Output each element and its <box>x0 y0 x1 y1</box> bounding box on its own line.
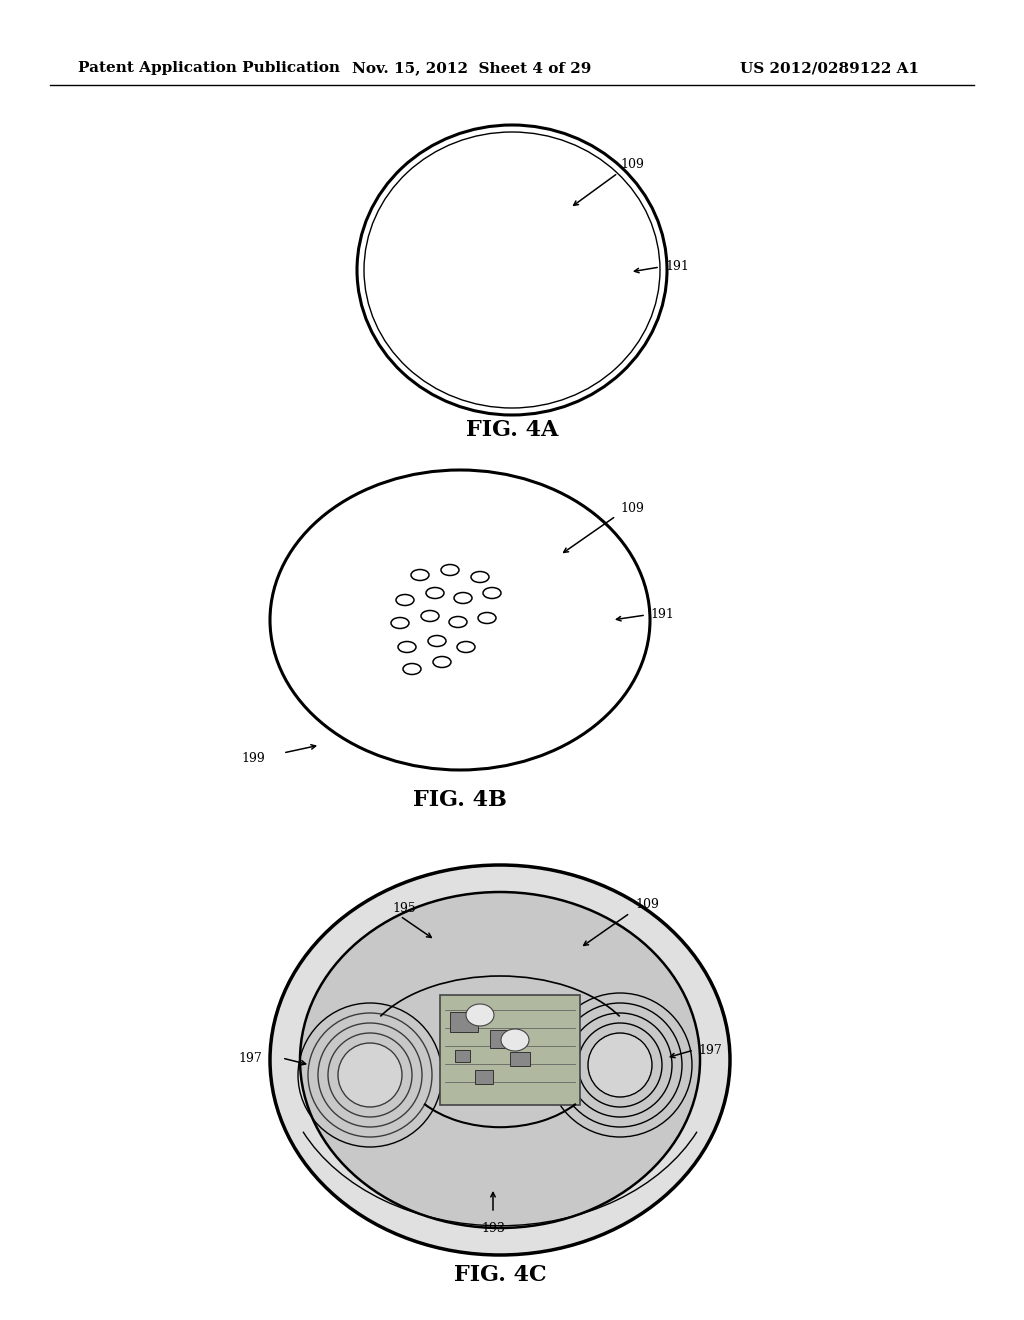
Ellipse shape <box>471 572 489 582</box>
Bar <box>440 995 580 1105</box>
Ellipse shape <box>449 616 467 627</box>
Ellipse shape <box>428 635 446 647</box>
Ellipse shape <box>426 587 444 598</box>
Ellipse shape <box>433 656 451 668</box>
Text: Patent Application Publication: Patent Application Publication <box>78 61 340 75</box>
Ellipse shape <box>501 1030 529 1051</box>
Bar <box>490 1030 512 1048</box>
Ellipse shape <box>589 1034 651 1096</box>
Text: US 2012/0289122 A1: US 2012/0289122 A1 <box>740 61 920 75</box>
Text: 191: 191 <box>650 609 674 622</box>
Ellipse shape <box>398 642 416 652</box>
Text: FIG. 4A: FIG. 4A <box>466 418 558 441</box>
Bar <box>455 1049 470 1063</box>
Ellipse shape <box>483 587 501 598</box>
Text: 193: 193 <box>481 1222 505 1236</box>
Bar <box>475 1071 493 1084</box>
Ellipse shape <box>457 642 475 652</box>
Text: 109: 109 <box>620 502 644 515</box>
Ellipse shape <box>364 132 660 408</box>
Ellipse shape <box>411 569 429 581</box>
Text: 109: 109 <box>620 158 644 172</box>
Ellipse shape <box>357 125 667 414</box>
Text: 109: 109 <box>635 899 658 912</box>
Text: Nov. 15, 2012  Sheet 4 of 29: Nov. 15, 2012 Sheet 4 of 29 <box>352 61 592 75</box>
Text: 195: 195 <box>392 902 416 915</box>
Ellipse shape <box>466 1005 494 1026</box>
Ellipse shape <box>270 865 730 1255</box>
Text: FIG. 4B: FIG. 4B <box>413 789 507 810</box>
Ellipse shape <box>391 618 409 628</box>
Ellipse shape <box>441 565 459 576</box>
Text: 191: 191 <box>665 260 689 273</box>
Ellipse shape <box>403 664 421 675</box>
Ellipse shape <box>339 1044 401 1106</box>
Ellipse shape <box>396 594 414 606</box>
Ellipse shape <box>300 892 700 1228</box>
Bar <box>510 1052 530 1067</box>
Text: FIG. 4C: FIG. 4C <box>454 1265 547 1286</box>
Ellipse shape <box>454 593 472 603</box>
Ellipse shape <box>270 470 650 770</box>
Bar <box>450 1012 478 1032</box>
Ellipse shape <box>421 610 439 622</box>
Text: 197: 197 <box>239 1052 262 1064</box>
Text: 199: 199 <box>242 751 265 764</box>
Text: 197: 197 <box>698 1044 722 1056</box>
Ellipse shape <box>478 612 496 623</box>
